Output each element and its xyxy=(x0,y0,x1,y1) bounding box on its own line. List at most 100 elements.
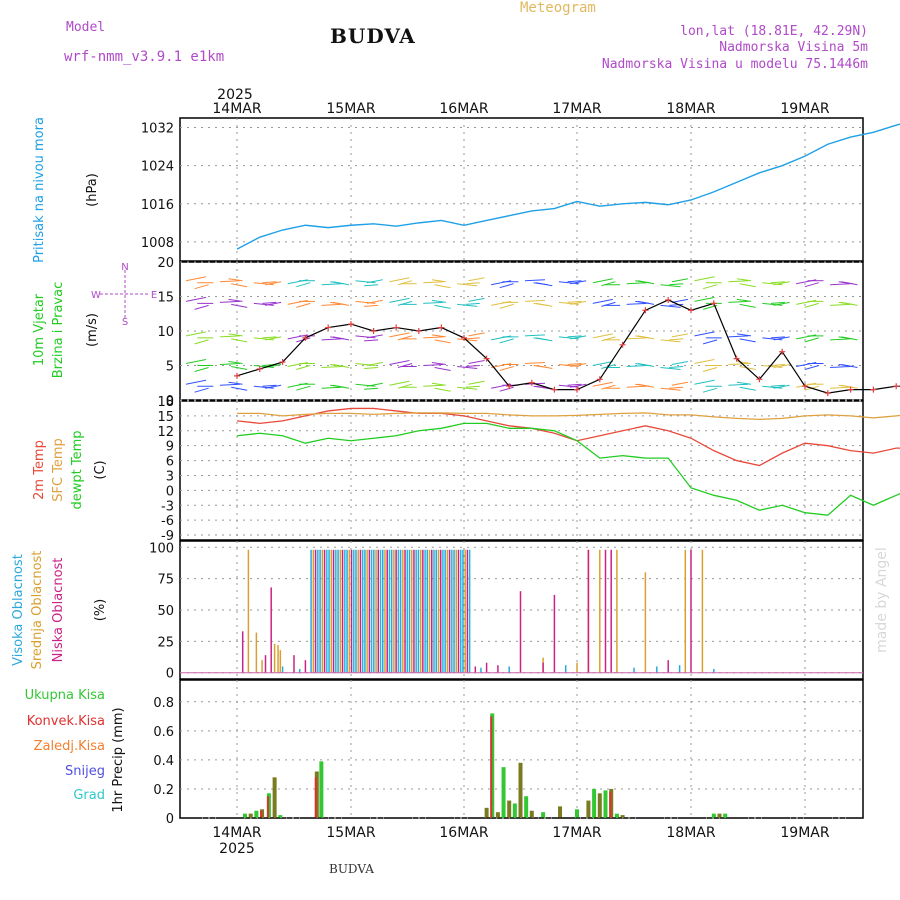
wind-arrow xyxy=(739,303,756,308)
wind-arrow xyxy=(702,284,718,290)
wind-arrow xyxy=(804,282,819,288)
wind-arrow xyxy=(355,363,376,366)
wind-arrow xyxy=(626,282,647,285)
wind-arrow xyxy=(397,383,413,389)
panel-frame-temperature xyxy=(179,400,864,541)
wind-arrow xyxy=(355,335,376,339)
wind-arrow xyxy=(762,385,783,389)
y-tick-label-temperature-7: 12 xyxy=(157,425,174,440)
precip-bar xyxy=(711,813,716,818)
wind-arrow xyxy=(830,283,851,286)
y-tick-label-wind-1: 5 xyxy=(166,360,174,375)
top-date-label-5: 19MAR xyxy=(780,101,829,117)
cloud-unit: (%) xyxy=(93,599,108,622)
top-year-label: 2025 xyxy=(217,87,253,103)
precip-axis-title: 1hr Precip (mm) xyxy=(111,707,126,812)
wind-arrow xyxy=(364,284,379,287)
dewpoint-line xyxy=(236,422,900,516)
wind-arrow xyxy=(671,278,688,283)
wind-arrow xyxy=(570,280,587,285)
y-tick-label-temperature-2: -3 xyxy=(161,499,174,514)
wind-arrow xyxy=(671,381,688,386)
wind-arrow xyxy=(185,276,207,282)
wind-arrow xyxy=(321,366,342,368)
wind-arrow xyxy=(465,385,480,388)
y-tick-label-pressure-1: 1016 xyxy=(141,198,174,213)
wind-compass-west: W xyxy=(91,290,101,301)
wind-arrow xyxy=(635,363,650,366)
wind-arrow xyxy=(185,359,207,364)
wind-arrow xyxy=(669,338,684,341)
y-tick-label-temperature-4: 3 xyxy=(166,469,174,484)
wind-arrow xyxy=(592,333,613,339)
wind-arrow xyxy=(736,278,752,282)
wind-arrow xyxy=(364,367,379,369)
wind-speed-marker xyxy=(574,386,580,393)
wind-arrow xyxy=(669,366,684,368)
wind-arrow xyxy=(626,385,647,388)
wind-speed-marker xyxy=(234,372,240,379)
wind-arrow xyxy=(397,300,413,306)
wind-arrow xyxy=(397,363,413,368)
wind-arrow xyxy=(773,336,790,341)
wind-arrow xyxy=(194,367,209,372)
wind-arrow xyxy=(262,301,277,304)
y-tick-label-precip-4: 0.8 xyxy=(153,696,174,711)
wind-arrow xyxy=(468,360,485,364)
precip-bar xyxy=(501,767,506,818)
wind-speed-marker xyxy=(779,348,786,355)
top-date-label-4: 18MAR xyxy=(666,101,715,117)
precip-bar xyxy=(507,800,512,818)
wind-arrow xyxy=(524,334,546,337)
wind-speed-marker xyxy=(893,383,900,390)
wind-arrow xyxy=(669,303,684,306)
wind-arrow xyxy=(434,284,451,289)
precip-bar xyxy=(314,777,317,818)
wind-arrow xyxy=(389,360,410,365)
precip-bar xyxy=(242,813,247,818)
wind-speed-marker xyxy=(596,376,603,383)
wind-speed-marker xyxy=(415,328,422,334)
wind-arrow xyxy=(253,365,274,368)
wind-arrow xyxy=(838,364,853,367)
wind-arrow xyxy=(533,337,548,341)
wind-speed-marker xyxy=(710,300,717,307)
wind-arrow xyxy=(830,338,851,341)
precip-bar xyxy=(319,761,324,818)
wind-arrow xyxy=(468,297,485,302)
wind-axis-title-2: Brzina i Pravac xyxy=(51,282,66,379)
precip-bar xyxy=(272,777,277,818)
pressure-unit: (hPa) xyxy=(85,173,100,207)
wind-arrow xyxy=(355,300,376,304)
wind-arrow xyxy=(321,303,342,306)
wind-arrow xyxy=(389,277,410,283)
wind-speed-marker xyxy=(642,307,649,314)
wind-arrow xyxy=(228,298,243,302)
wind-arrow xyxy=(194,304,209,310)
wind-speed-marker xyxy=(438,324,445,331)
wind-arrow xyxy=(702,339,718,345)
wind-arrow xyxy=(739,386,756,391)
footer-station-name: BUDVA xyxy=(329,862,374,876)
wind-arrow xyxy=(601,336,616,342)
precip-bar xyxy=(717,813,722,818)
wind-arrow xyxy=(231,366,248,370)
wind-arrow xyxy=(558,301,579,305)
wind-arrow xyxy=(253,302,274,306)
wind-speed-marker xyxy=(870,386,877,393)
y-tick-label-temperature-9: 18 xyxy=(157,395,174,410)
wind-arrow xyxy=(185,331,207,337)
wind-arrow xyxy=(838,301,853,305)
top-date-label-2: 16MAR xyxy=(439,101,488,117)
precip-bar xyxy=(278,815,283,818)
precip-legend-3: Snijeg xyxy=(65,764,105,779)
wind-arrow xyxy=(389,297,410,303)
temp-unit: (C) xyxy=(93,460,108,479)
wind-arrow xyxy=(219,383,240,386)
wind-arrow xyxy=(228,278,243,282)
wind-arrow xyxy=(558,336,579,340)
wind-speed-marker xyxy=(688,307,694,314)
pressure-line xyxy=(236,123,900,250)
wind-arrow xyxy=(570,300,587,305)
